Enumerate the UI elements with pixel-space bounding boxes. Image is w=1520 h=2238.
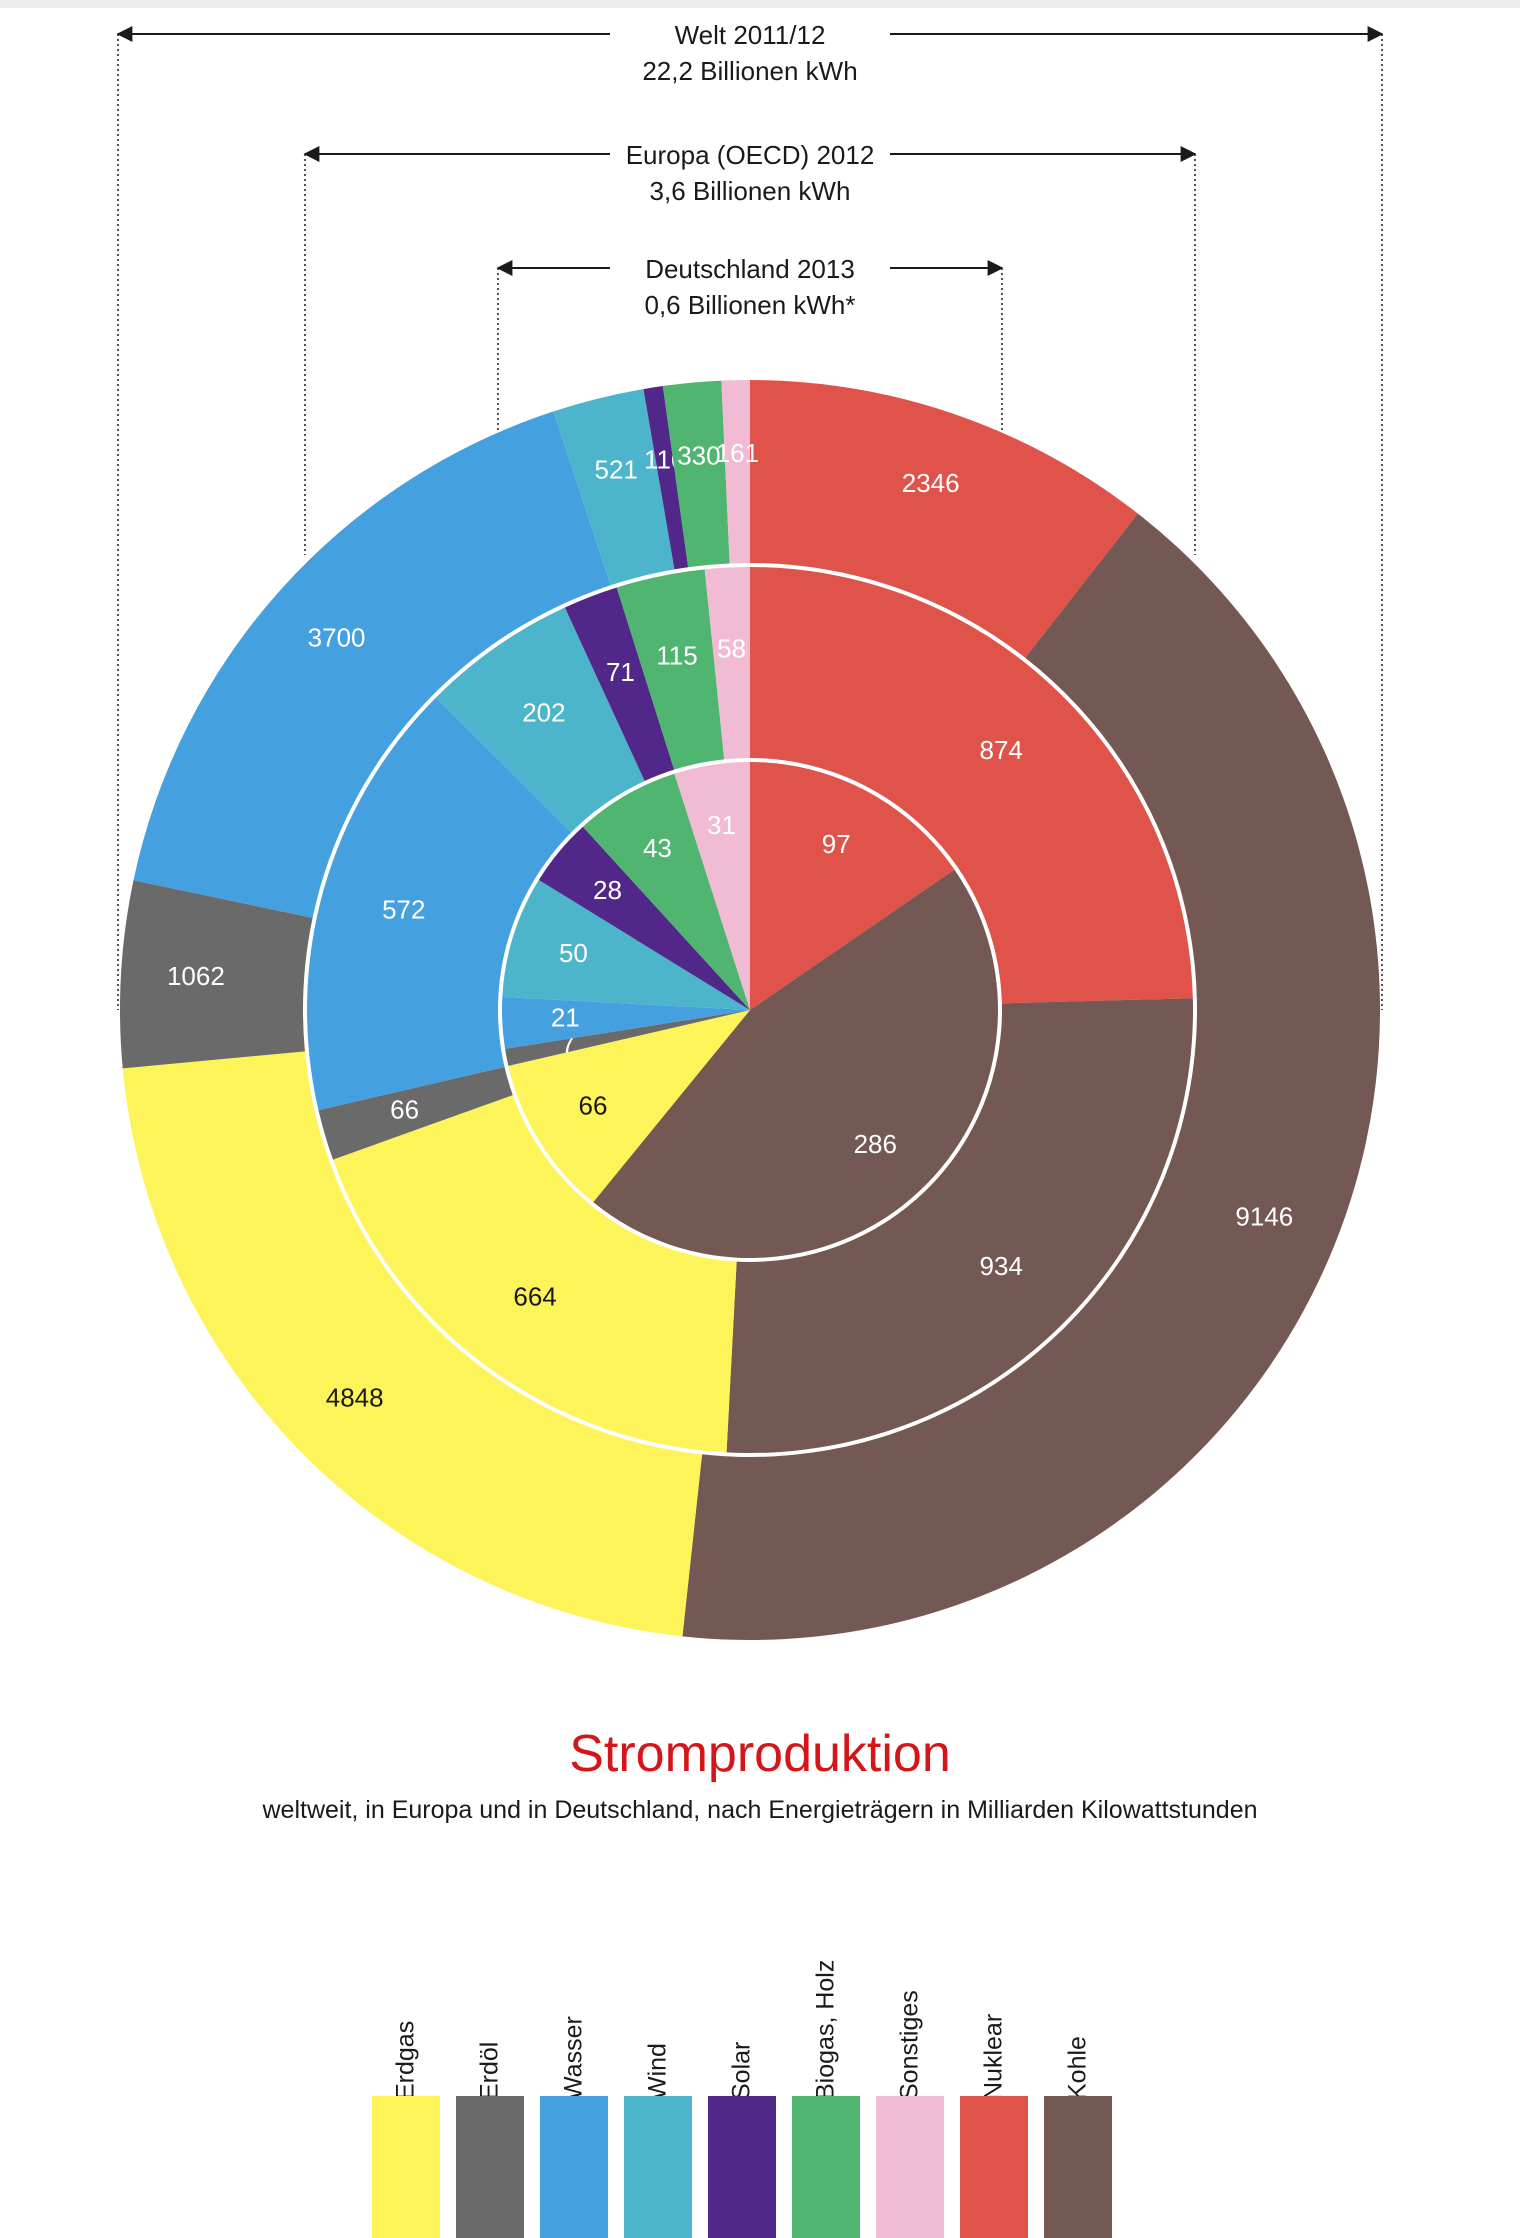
data-label-welt-kohle: 9146 (1235, 1201, 1293, 1231)
legend-label-wasser: Wasser (559, 2016, 588, 2100)
bracket-welt: Welt 2011/12 22,2 Billionen kWh (116, 20, 1384, 1010)
slice-europa-kohle (726, 998, 1193, 1453)
bracket-europa-header-line-2: 3,6 Billionen kWh (650, 176, 851, 206)
data-label-welt-erdoel: 1062 (167, 961, 225, 991)
slice-deutschland-sonstiges (674, 761, 750, 1010)
slice-welt-erdgas (122, 1051, 703, 1637)
legend-item-solar: Solar (708, 1900, 776, 2238)
legend-item-sonstiges: Sonstiges (876, 1900, 944, 2238)
slice-deutschland-wasser (502, 997, 750, 1049)
bracket-europa-header-line-1: Europa (OECD) 2012 (626, 140, 875, 170)
data-label-welt-wasser: 3700 (308, 623, 366, 653)
bracket-welt-header-line-2: 22,2 Billionen kWh (642, 56, 857, 86)
bracket-welt-header-line-1: Welt 2011/12 (675, 20, 826, 50)
legend-swatch-erdoel (456, 2096, 524, 2238)
data-label-deutschland-erdgas: 66 (579, 1091, 608, 1121)
bracket-deutschland-header-line-2: 0,6 Billionen kWh* (645, 290, 856, 320)
legend-label-biogas-holz: Biogas, Holz (811, 1959, 840, 2100)
data-label-welt-nuklear: 2346 (902, 468, 960, 498)
bracket-europa: Europa (OECD) 2012 3,6 Billionen kWh (303, 140, 1197, 555)
slice-europa-wind (435, 607, 645, 833)
data-label-welt-biogas-holz: 330 (677, 440, 720, 470)
slice-europa-erdgas (333, 1095, 737, 1453)
legend-swatch-biogas-holz (792, 2096, 860, 2238)
legend-label-kohle: Kohle (1063, 2036, 1092, 2100)
bracket-deutschland: Deutschland 2013 0,6 Billionen kWh* (496, 254, 1004, 432)
top-bar (0, 0, 1520, 8)
slice-europa-biogas-holz (616, 569, 725, 770)
slice-deutschland-solar (538, 826, 750, 1010)
slice-welt-kohle (682, 513, 1380, 1641)
legend-item-erdgas: Erdgas (372, 1900, 440, 2238)
slice-deutschland-wind (502, 879, 750, 1010)
data-label-deutschland-solar: 28 (593, 875, 622, 905)
legend-swatch-kohle (1044, 2096, 1112, 2238)
data-label-deutschland-wind: 50 (559, 938, 588, 968)
slice-welt-sonstiges (721, 380, 750, 564)
data-label-europa-wasser: 572 (382, 894, 425, 924)
slice-deutschland-kohle (593, 869, 998, 1258)
data-label-europa-biogas-holz: 115 (656, 640, 697, 670)
slice-europa-sonstiges (704, 567, 750, 760)
legend-label-sonstiges: Sonstiges (895, 1990, 924, 2100)
legend-item-kohle: Kohle (1044, 1900, 1112, 2238)
data-label-deutschland-wasser: 21 (551, 1003, 580, 1033)
legend-item-wasser: Wasser (540, 1900, 608, 2238)
chart-title: Stromproduktion (569, 1725, 951, 1783)
chart-title-block: Stromproduktion weltweit, in Europa und … (0, 1724, 1520, 1825)
slice-deutschland-erdoel (505, 1010, 750, 1066)
legend-item-nuklear: Nuklear (960, 1900, 1028, 2238)
data-label-europa-nuklear: 874 (980, 735, 1023, 765)
slice-welt-nuklear (750, 380, 1138, 658)
legend-swatch-wasser (540, 2096, 608, 2238)
legend-label-erdoel: Erdöl (475, 2041, 504, 2100)
slice-welt-erdoel (119, 880, 313, 1069)
data-label-deutschland-nuklear: 97 (822, 829, 851, 859)
legend-item-wind: Wind (624, 1900, 692, 2238)
data-label-europa-kohle: 934 (980, 1251, 1023, 1281)
bracket-deutschland-header-line-1: Deutschland 2013 (645, 254, 855, 284)
legend-swatch-wind (624, 2096, 692, 2238)
legend-item-biogas-holz: Biogas, Holz (792, 1900, 860, 2238)
slice-deutschland-nuklear (750, 762, 955, 1010)
legend-label-solar: Solar (727, 2041, 756, 2100)
slice-europa-nuklear (750, 567, 1193, 1004)
slice-welt-biogas-holz (662, 380, 730, 568)
slice-welt-wind (553, 389, 675, 586)
nested-donut-chart: 9728666721502843318749346646657220271115… (116, 20, 1384, 1642)
slice-europa-solar (564, 587, 675, 782)
legend-label-wind: Wind (643, 2043, 672, 2100)
data-label-welt-wind: 521 (595, 454, 638, 484)
legend-swatch-nuklear (960, 2096, 1028, 2238)
legend: Erdgas Erdöl Wasser Wind Solar Biogas, Holz So… (0, 1900, 1520, 2238)
data-label-europa-wind: 202 (522, 698, 565, 728)
slice-deutschland-biogas-holz (582, 773, 750, 1010)
legend-item-erdoel: Erdöl (456, 1900, 524, 2238)
slice-deutschland-erdgas (508, 1010, 750, 1203)
data-label-europa-sonstiges: 58 (717, 633, 746, 663)
slice-welt-solar (643, 386, 689, 570)
legend-label-nuklear: Nuklear (979, 2013, 1008, 2100)
data-label-europa-erdgas: 664 (513, 1282, 556, 1312)
data-label-welt-sonstiges: 161 (716, 438, 759, 468)
legend-label-erdgas: Erdgas (391, 2020, 420, 2100)
data-label-europa-solar: 71 (606, 657, 635, 687)
slice-europa-erdoel (318, 1066, 513, 1160)
legend-swatch-sonstiges (876, 2096, 944, 2238)
data-label-deutschland-kohle: 286 (854, 1129, 897, 1159)
slice-europa-wasser (306, 697, 572, 1111)
legend-swatch-solar (708, 2096, 776, 2238)
data-label-welt-erdgas: 4848 (326, 1382, 384, 1412)
data-label-deutschland-sonstiges: 31 (707, 810, 736, 840)
legend-swatch-erdgas (372, 2096, 440, 2238)
chart-subtitle: weltweit, in Europa und in Deutschland, … (262, 1796, 1258, 1824)
data-label-deutschland-biogas-holz: 43 (643, 833, 672, 863)
data-label-europa-erdoel: 66 (390, 1094, 419, 1124)
slice-welt-wasser (133, 411, 611, 918)
